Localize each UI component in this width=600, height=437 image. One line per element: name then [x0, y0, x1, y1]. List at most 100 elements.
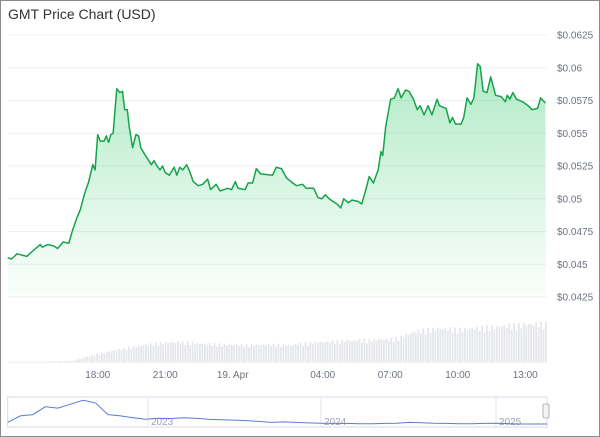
volume-bar: [34, 361, 37, 363]
volume-bar: [88, 356, 91, 363]
volume-bar: [221, 346, 223, 363]
x-tick-label: 10:00: [445, 370, 470, 381]
volume-bar: [491, 325, 493, 363]
volume-bar: [532, 325, 535, 363]
volume-bar: [59, 361, 62, 363]
volume-bar: [120, 350, 123, 363]
volume-bar: [223, 343, 226, 363]
volume-bar: [280, 346, 282, 363]
volume-bar: [46, 361, 49, 363]
volume-bar: [540, 321, 542, 363]
volume-bar: [203, 343, 206, 363]
y-tick-label: $0.0575: [557, 96, 594, 107]
volume-bar: [287, 344, 290, 363]
volume-bar: [446, 331, 449, 363]
volume-bar: [194, 344, 196, 363]
volume-bar: [294, 343, 297, 363]
volume-bar: [427, 327, 430, 363]
volume-bar: [324, 342, 326, 363]
volume-bar: [71, 360, 74, 363]
volume-bar: [437, 327, 439, 363]
volume-bar: [500, 326, 503, 363]
volume-bar: [503, 325, 506, 363]
volume-bar: [495, 325, 498, 363]
volume-bar: [32, 361, 35, 363]
volume-bar: [353, 340, 356, 363]
volume-bar: [338, 343, 341, 363]
volume-bar: [201, 343, 204, 363]
volume-bar: [132, 345, 135, 363]
volume-bar: [267, 343, 270, 363]
volume-bar: [405, 334, 407, 363]
volume-bar: [527, 324, 530, 363]
volume-bar: [284, 346, 287, 363]
volume-bar: [488, 331, 491, 363]
volume-bar: [164, 341, 167, 363]
volume-bar: [61, 361, 64, 363]
volume-bar: [137, 345, 140, 363]
volume-bar: [272, 343, 275, 363]
volume-bar: [304, 342, 307, 363]
volume-bar: [105, 351, 108, 363]
volume-bar: [19, 361, 22, 363]
price-area: [7, 63, 546, 297]
volume-bar: [365, 343, 368, 363]
volume-bar: [336, 339, 339, 363]
volume-bar: [12, 361, 15, 363]
volume-bar: [444, 327, 447, 363]
volume-bar: [275, 347, 277, 363]
y-tick-label: $0.06: [557, 63, 582, 74]
volume-bar: [66, 361, 69, 363]
volume-bar: [39, 361, 42, 363]
volume-bar: [24, 361, 27, 363]
y-tick-label: $0.0625: [557, 31, 594, 42]
volume-bar: [108, 351, 111, 363]
volume-bar: [118, 348, 120, 363]
volume-bar: [387, 340, 390, 363]
volume-bar: [189, 345, 192, 363]
volume-bar: [486, 325, 488, 363]
navigator-year-label: 2025: [499, 417, 522, 428]
volume-bar: [473, 329, 476, 363]
volume-bar: [334, 344, 336, 363]
volume-bar: [29, 361, 32, 363]
volume-bar: [167, 343, 169, 363]
volume-bar: [73, 360, 76, 363]
volume-bar: [10, 361, 12, 363]
volume-bar: [76, 359, 79, 363]
volume-bar: [159, 341, 162, 363]
volume-bar: [123, 347, 125, 363]
volume-bar: [265, 345, 268, 363]
volume-bar: [110, 350, 113, 363]
volume-bar: [162, 344, 165, 363]
volume-bar: [257, 345, 260, 363]
volume-bar: [466, 329, 469, 363]
y-tick-label: $0.0475: [557, 227, 594, 238]
volume-bar: [343, 342, 346, 363]
x-tick-label: 13:00: [513, 370, 538, 381]
navigator-handle[interactable]: [542, 403, 550, 419]
volume-bar: [184, 344, 187, 363]
volume-bar: [316, 343, 319, 363]
volume-bar: [130, 348, 133, 363]
volume-bar: [260, 344, 263, 363]
volume-bar: [152, 345, 155, 363]
volume-bar: [375, 340, 378, 363]
volume-bar: [64, 360, 66, 363]
volume-bar: [98, 354, 101, 363]
volume-bar: [341, 339, 344, 363]
volume-bar: [56, 361, 59, 363]
volume-bar: [127, 346, 130, 363]
volume-bar: [449, 327, 452, 363]
volume-bar: [191, 341, 194, 363]
volume-bar: [505, 327, 508, 363]
volume-bar: [518, 322, 520, 363]
volume-bar: [233, 345, 236, 363]
volume-bar: [407, 334, 410, 363]
volume-bar: [83, 357, 86, 363]
volume-bar: [93, 355, 96, 363]
volume-bar: [380, 339, 383, 363]
volume-bar: [262, 344, 265, 363]
volume-bar: [383, 339, 385, 363]
